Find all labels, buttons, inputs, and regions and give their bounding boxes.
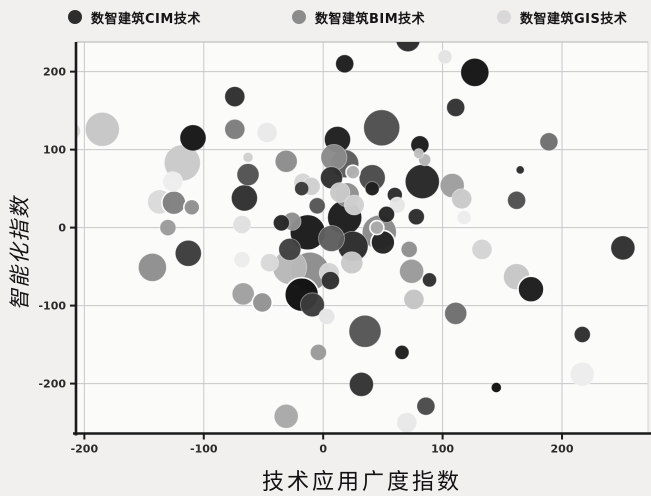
bubble-cim [348, 314, 382, 348]
cim-series-dot-icon [68, 10, 82, 24]
bubble-gis [403, 288, 425, 310]
bubble-bim [231, 282, 255, 306]
bubble-cim [573, 326, 591, 343]
bubble-cim [224, 86, 246, 107]
bubble-gis [242, 151, 254, 163]
bubble-bim [399, 258, 425, 284]
legend-label-gis: 数智建筑GIS技术 [520, 11, 628, 27]
bubble-cim [490, 382, 502, 393]
bubble-bim [274, 149, 298, 173]
x-tick-label: -200 [71, 443, 99, 456]
bubble-cim [174, 239, 202, 267]
bubble-gis [343, 194, 365, 216]
bubble-cim [515, 165, 525, 175]
bubble-cim [294, 181, 310, 197]
bubble-bim [400, 240, 418, 258]
x-tick-label: 200 [551, 443, 574, 456]
bubble-gis [569, 361, 595, 387]
bubble-gis [162, 171, 184, 193]
bubble-cim [395, 42, 421, 53]
legend-item-gis: 数智建筑GIS技术 [497, 4, 627, 30]
bubble-bim [224, 118, 246, 140]
bubble-gis [232, 215, 252, 234]
bubble-gis [329, 182, 351, 203]
bubble-cim [517, 275, 545, 304]
bubble-bim [161, 189, 187, 216]
x-axis-title: 技术应用广度指数 [261, 470, 462, 495]
bubble-bim [309, 343, 327, 361]
bubble-cim [610, 235, 636, 261]
bim-series-dot-icon [292, 10, 306, 24]
bubble-layer [76, 42, 636, 434]
legend-label-bim: 数智建筑BIM技术 [315, 11, 426, 27]
bubble-cim [230, 184, 258, 212]
bubble-cim [404, 164, 440, 200]
bubble-cim [422, 272, 437, 288]
bubble-bim [183, 198, 201, 217]
bubble-gis [345, 164, 361, 180]
bubble-gis [388, 196, 406, 214]
bubble-cim [278, 237, 302, 261]
bubble-cim [364, 181, 380, 197]
legend-label-cim: 数智建筑CIM技术 [91, 11, 201, 27]
legend-item-cim: 数智建筑CIM技术 [68, 4, 201, 30]
bubble-bim [273, 403, 299, 429]
bubble-cim [299, 292, 325, 318]
bubble-cim [272, 214, 290, 232]
y-tick-label: 0 [58, 222, 66, 235]
y-tick-label: -200 [38, 378, 66, 391]
bubble-bim [444, 301, 468, 325]
legend-item-bim: 数智建筑BIM技术 [292, 4, 425, 30]
bubble-gis [471, 238, 493, 260]
bubble-bim [539, 132, 559, 152]
y-tick-label: 100 [43, 144, 66, 157]
bubble-cim [363, 109, 401, 147]
bubble-gis [396, 412, 418, 434]
gis-series-dot-icon [497, 10, 511, 24]
bubble-bim [251, 291, 274, 314]
y-axis-title: 智能化指数 [8, 195, 32, 311]
bubble-gis [84, 111, 120, 147]
bubble-cim [416, 396, 436, 416]
bubble-gis [451, 188, 473, 210]
bubble-gis [340, 251, 364, 275]
bubble-gis [260, 253, 279, 273]
bubble-cim [236, 163, 260, 187]
bubble-cim [348, 371, 374, 397]
bubble-bim [369, 219, 385, 236]
bubble-cim [507, 190, 526, 210]
x-tick-label: 100 [431, 443, 454, 456]
bubble-gis [456, 210, 472, 225]
x-tick-label: -100 [190, 443, 218, 456]
bubble-gis [437, 49, 453, 65]
bubble-cim [318, 225, 345, 252]
bubble-cim [320, 271, 340, 291]
bubble-cim [335, 54, 355, 74]
bubble-cim [460, 58, 490, 87]
bubble-gis [256, 122, 278, 143]
bubble-cim [378, 205, 395, 223]
y-tick-label: 200 [43, 66, 66, 79]
bubble-gis [76, 123, 81, 139]
bubble-gis [413, 148, 425, 159]
x-tick-label: 0 [319, 443, 327, 456]
bubble-cim [308, 197, 326, 215]
bubble-bim [320, 143, 348, 171]
y-tick-label: -100 [38, 300, 66, 313]
bubble-cim [179, 124, 207, 152]
bubble-cim [394, 344, 410, 360]
bubble-bim [159, 219, 177, 237]
bubble-cim [446, 98, 466, 117]
chart-legend: 数智建筑CIM技术 数智建筑BIM技术 数智建筑GIS技术 [0, 4, 651, 30]
bubble-cim [407, 208, 425, 226]
bubble-gis [233, 251, 251, 269]
bubble-bim [137, 252, 167, 282]
bubble-gis [318, 308, 336, 325]
